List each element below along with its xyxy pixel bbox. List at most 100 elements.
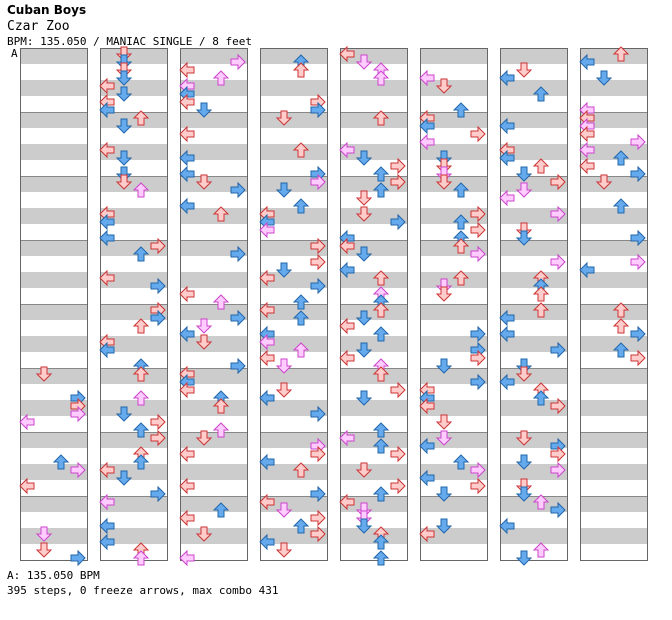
beat-stripe	[340, 464, 408, 480]
left-arrow	[179, 149, 195, 167]
beat-stripe	[340, 240, 408, 256]
up-arrow	[452, 238, 470, 254]
down-arrow	[515, 230, 533, 246]
down-arrow	[195, 430, 213, 446]
beat-stripe	[180, 400, 248, 416]
right-arrow	[630, 349, 646, 367]
down-arrow	[515, 430, 533, 446]
beat-stripe	[20, 112, 88, 128]
right-arrow	[630, 165, 646, 183]
beat-stripe	[20, 272, 88, 288]
beat-stripe	[420, 80, 488, 96]
down-arrow	[115, 86, 133, 102]
left-arrow	[579, 53, 595, 71]
chart-column	[20, 48, 88, 561]
left-arrow	[99, 533, 115, 551]
up-arrow	[372, 550, 390, 566]
right-arrow	[550, 253, 566, 271]
up-arrow	[452, 102, 470, 118]
beat-stripe	[180, 464, 248, 480]
column-border	[180, 48, 248, 561]
right-arrow	[70, 549, 86, 567]
left-arrow	[179, 165, 195, 183]
down-arrow	[195, 102, 213, 118]
beat-stripe	[180, 432, 248, 448]
beat-stripe	[20, 176, 88, 192]
left-arrow	[259, 301, 275, 319]
up-arrow	[292, 518, 310, 534]
right-arrow	[310, 253, 326, 271]
left-arrow	[579, 261, 595, 279]
beat-stripe	[180, 144, 248, 160]
right-arrow	[70, 405, 86, 423]
beat-stripe	[580, 48, 648, 64]
right-arrow	[230, 357, 246, 375]
right-arrow	[390, 173, 406, 191]
up-arrow	[452, 214, 470, 230]
beat-stripe	[340, 400, 408, 416]
up-arrow	[212, 398, 230, 414]
down-arrow	[515, 454, 533, 470]
beat-stripe	[20, 304, 88, 320]
beat-stripe	[260, 368, 328, 384]
right-arrow	[470, 373, 486, 391]
down-arrow	[355, 310, 373, 326]
right-arrow	[470, 221, 486, 239]
up-arrow	[372, 182, 390, 198]
up-arrow	[132, 390, 150, 406]
column-border	[500, 48, 568, 561]
left-arrow	[339, 429, 355, 447]
left-arrow	[259, 349, 275, 367]
down-arrow	[435, 358, 453, 374]
bpm-summary: A: 135.050 BPM	[7, 569, 100, 582]
beat-stripe	[420, 272, 488, 288]
right-arrow	[470, 325, 486, 343]
right-arrow	[470, 477, 486, 495]
beat-stripe	[580, 80, 648, 96]
beat-stripe	[260, 496, 328, 512]
column-border	[20, 48, 88, 561]
beat-stripe	[340, 496, 408, 512]
beat-stripe	[100, 336, 168, 352]
up-arrow	[52, 454, 70, 470]
right-arrow	[150, 277, 166, 295]
right-arrow	[310, 445, 326, 463]
down-arrow	[195, 526, 213, 542]
left-arrow	[179, 325, 195, 343]
left-arrow	[339, 261, 355, 279]
beat-stripe	[180, 336, 248, 352]
up-arrow	[612, 318, 630, 334]
beat-stripe	[100, 176, 168, 192]
beat-stripe	[500, 80, 568, 96]
right-arrow	[150, 413, 166, 431]
left-arrow	[419, 69, 435, 87]
down-arrow	[275, 358, 293, 374]
beat-stripe	[260, 464, 328, 480]
right-arrow	[550, 445, 566, 463]
beat-stripe	[100, 368, 168, 384]
up-arrow	[212, 294, 230, 310]
beat-stripe	[340, 144, 408, 160]
down-arrow	[355, 150, 373, 166]
left-arrow	[259, 389, 275, 407]
up-arrow	[532, 494, 550, 510]
beat-stripe	[580, 240, 648, 256]
down-arrow	[35, 366, 53, 382]
left-arrow	[179, 509, 195, 527]
left-arrow	[99, 229, 115, 247]
down-arrow	[595, 174, 613, 190]
beat-stripe	[260, 48, 328, 64]
beat-stripe	[580, 400, 648, 416]
up-arrow	[612, 302, 630, 318]
down-arrow	[355, 342, 373, 358]
down-arrow	[355, 54, 373, 70]
left-arrow	[499, 117, 515, 135]
down-arrow	[115, 70, 133, 86]
left-arrow	[179, 197, 195, 215]
beat-stripe	[180, 528, 248, 544]
right-arrow	[230, 53, 246, 71]
left-arrow	[99, 493, 115, 511]
chart-column	[580, 48, 648, 561]
left-arrow	[259, 493, 275, 511]
